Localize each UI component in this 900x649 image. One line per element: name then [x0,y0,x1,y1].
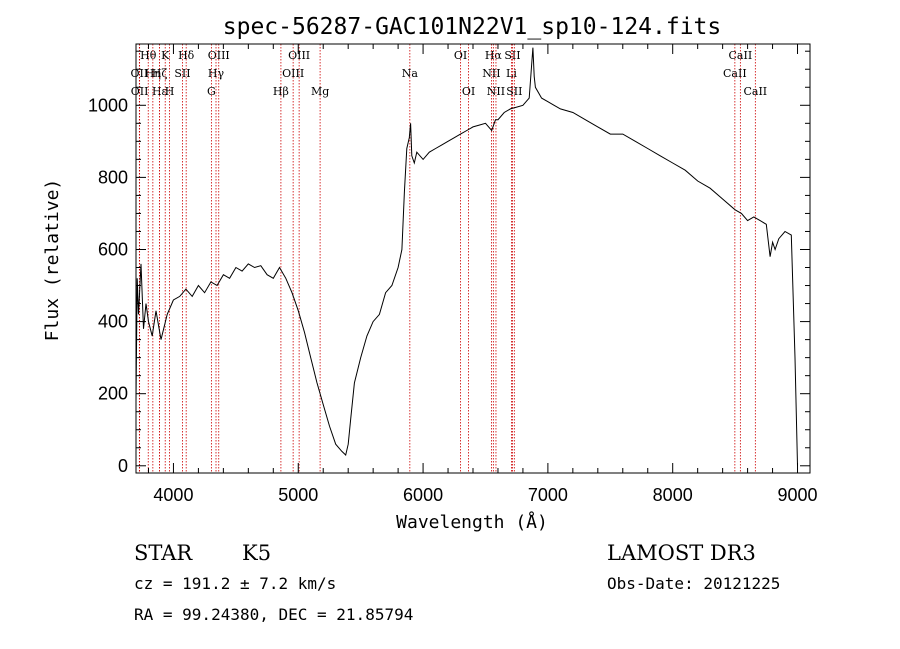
line-label-3: Hη [145,67,161,80]
line-label-7: Hζ [152,67,168,80]
line-label-1: OII [131,67,149,80]
x-tick-label-7000: 7000 [528,485,568,505]
y-axis: 0 200 400 600 800 1000 [88,50,810,476]
spectrum-series-line [135,47,798,466]
x-tick-label-8000: 8000 [653,485,693,505]
x-axis-label: Wavelength (Å) [396,511,548,533]
y-axis-label: Flux (relative) [42,179,63,342]
x-tick-label-4000: 4000 [153,485,193,505]
line-label-23: Li [506,67,517,80]
line-label-8: SII [174,67,190,80]
object-class: STAR [134,541,193,565]
y-tick-label-200: 200 [98,384,128,404]
y-tick-label-800: 800 [98,167,128,187]
line-label-5: K [161,49,170,62]
redshift-value: cz = 191.2 ± 7.2 km/s [134,574,336,593]
x-axis: 4000 5000 6000 7000 8000 9000 [147,44,818,505]
line-label-12: G [207,85,216,98]
line-label-27: CaII [723,67,747,80]
observation-date: Obs-Date: 20121225 [607,574,780,593]
chart-title: spec-56287-GAC101N22V1_sp10-124.fits [223,14,722,40]
line-label-22: NII [482,67,500,80]
line-label-18: OI [454,49,467,62]
line-label-20: Hα [485,49,503,62]
y-tick-label-600: 600 [98,239,128,259]
line-label-17: Na [402,67,419,80]
x-tick-label-9000: 9000 [777,485,817,505]
line-label-11: Hγ [208,67,225,80]
y-tick-label-0: 0 [118,456,128,476]
plot-frame [135,43,811,474]
line-label-14: OIII [288,49,310,62]
line-label-13: Hβ [273,85,289,98]
line-label-6: H [165,85,175,98]
line-label-16: Mg [311,85,329,98]
survey-name: LAMOST DR3 [607,541,756,565]
line-label-24: NII [487,85,505,98]
x-tick-label-6000: 6000 [403,485,443,505]
line-label-25: SII [506,85,522,98]
x-tick-label-5000: 5000 [278,485,318,505]
line-label-10: OIII [208,49,230,62]
line-label-28: CaII [743,85,767,98]
line-label-0: Hθ [140,49,157,62]
y-tick-label-400: 400 [98,312,128,332]
line-label-26: CaII [729,49,753,62]
line-label-2: OII [131,85,149,98]
line-label-21: SII [504,49,520,62]
object-subclass: K5 [242,541,271,565]
line-label-9: Hδ [178,49,195,62]
line-label-4: Hε [152,85,168,98]
line-label-15: OIII [282,67,304,80]
line-label-19: OI [462,85,475,98]
y-tick-label-1000: 1000 [88,95,128,115]
coordinates: RA = 99.24380, DEC = 21.85794 [134,605,413,624]
